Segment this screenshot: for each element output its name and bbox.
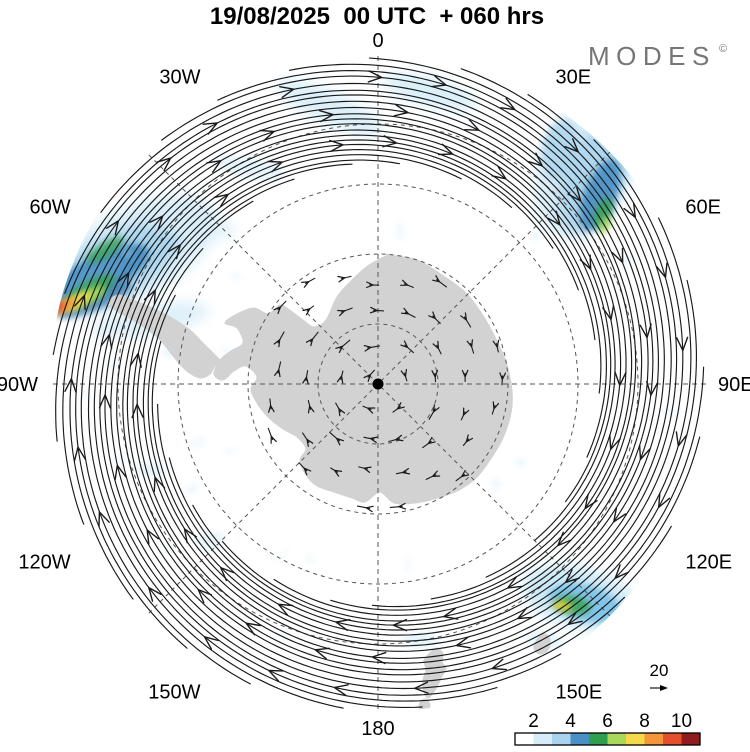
svg-text:30W: 30W bbox=[159, 67, 200, 89]
svg-text:180: 180 bbox=[361, 718, 394, 740]
svg-text:90E: 90E bbox=[718, 374, 750, 396]
svg-text:2: 2 bbox=[528, 711, 539, 732]
svg-text:10: 10 bbox=[671, 711, 692, 732]
svg-text:90W: 90W bbox=[0, 374, 38, 396]
svg-text:4: 4 bbox=[565, 711, 576, 732]
svg-text:150W: 150W bbox=[148, 681, 200, 703]
svg-text:6: 6 bbox=[602, 711, 613, 732]
svg-text:30E: 30E bbox=[556, 67, 592, 89]
svg-text:0: 0 bbox=[372, 30, 383, 52]
svg-text:120W: 120W bbox=[18, 552, 70, 574]
svg-text:8: 8 bbox=[639, 711, 650, 732]
svg-text:150E: 150E bbox=[556, 681, 603, 703]
svg-text:120E: 120E bbox=[685, 552, 732, 574]
svg-text:60E: 60E bbox=[685, 197, 721, 219]
svg-text:19/08/2025 00 UTC + 060 hrs: 19/08/2025 00 UTC + 060 hrs bbox=[210, 3, 544, 30]
svg-text:©: © bbox=[719, 43, 727, 55]
svg-text:60W: 60W bbox=[29, 197, 70, 219]
svg-text:MODES: MODES bbox=[588, 41, 716, 71]
svg-text:20: 20 bbox=[650, 661, 669, 680]
